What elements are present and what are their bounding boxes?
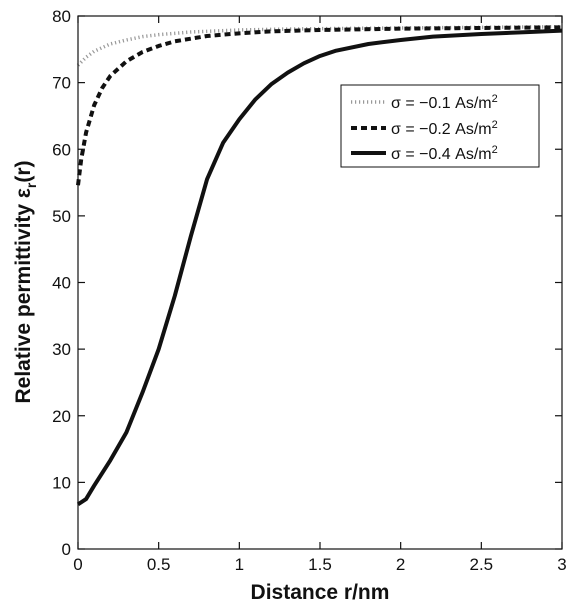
legend: σ = −0.1 As/m2 σ = −0.2 As/m2 σ = −0.4 A… bbox=[340, 84, 540, 168]
legend-label-sigma-0-1-sup: 2 bbox=[492, 93, 498, 105]
series-line-2 bbox=[76, 25, 563, 186]
legend-label-sigma-0-2-main: σ = −0.2 As/m bbox=[391, 121, 492, 138]
series-line-1 bbox=[76, 24, 563, 67]
x-tick-label: 1 bbox=[235, 555, 244, 574]
y-tick-label: 20 bbox=[52, 407, 71, 426]
series-line-3 bbox=[76, 28, 563, 507]
legend-label-sigma-0-4-main: σ = −0.4 As/m bbox=[391, 146, 492, 163]
y-axis-title-tail: (r) bbox=[12, 161, 35, 183]
x-tick-label: 2.5 bbox=[470, 555, 494, 574]
x-tick-label: 0.5 bbox=[147, 555, 171, 574]
y-tick-label: 0 bbox=[62, 540, 71, 559]
y-tick-label: 70 bbox=[52, 74, 71, 93]
x-tick-label: 2 bbox=[396, 555, 405, 574]
y-tick-label: 40 bbox=[52, 274, 71, 293]
y-tick-label: 30 bbox=[52, 340, 71, 359]
y-axis-title: Relative permittivity εr(r) bbox=[12, 161, 39, 404]
legend-label-sigma-0-2-sup: 2 bbox=[492, 119, 498, 131]
legend-label-sigma-0-1: σ = −0.1 As/m2 bbox=[391, 93, 498, 112]
y-axis-title-main: Relative permittivity ε bbox=[12, 188, 35, 403]
x-tick-label: 0 bbox=[73, 555, 82, 574]
x-axis-title: Distance r/nm bbox=[251, 581, 390, 604]
legend-label-sigma-0-4: σ = −0.4 As/m2 bbox=[391, 144, 498, 163]
x-tick-label: 1.5 bbox=[308, 555, 332, 574]
x-tick-label: 3 bbox=[557, 555, 566, 574]
y-tick-label: 60 bbox=[52, 140, 71, 159]
y-axis-title-subscript: r bbox=[23, 182, 39, 188]
legend-label-sigma-0-4-sup: 2 bbox=[492, 144, 498, 156]
series-layer bbox=[76, 24, 563, 507]
ticks-layer bbox=[77, 15, 563, 550]
y-tick-label: 10 bbox=[52, 473, 71, 492]
legend-label-sigma-0-2: σ = −0.2 As/m2 bbox=[391, 119, 498, 138]
legend-label-sigma-0-1-main: σ = −0.1 As/m bbox=[391, 95, 492, 112]
y-tick-label: 80 bbox=[52, 7, 71, 26]
y-tick-label: 50 bbox=[52, 207, 71, 226]
